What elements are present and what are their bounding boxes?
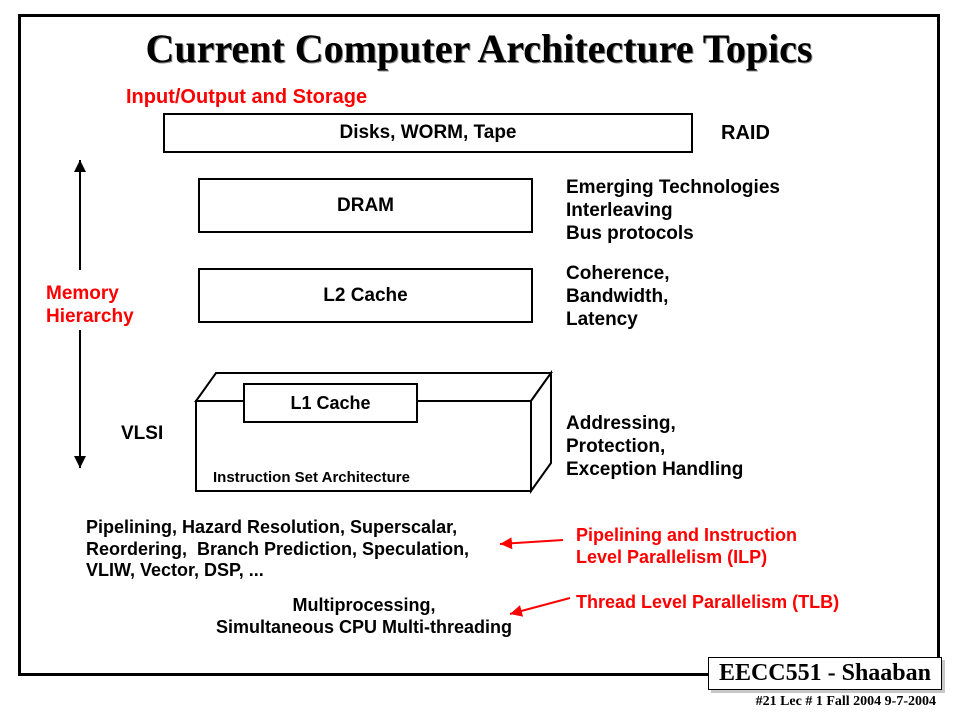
tlb-label: Thread Level Parallelism (TLB) — [576, 592, 839, 614]
dram-box: DRAM — [198, 178, 533, 233]
vlsi-label: VLSI — [121, 423, 163, 446]
slide-frame: Current Computer Architecture Topics Inp… — [18, 14, 940, 676]
addressing-label: Addressing, Protection, Exception Handli… — [566, 413, 743, 481]
isa-3d-box: L1 Cache Instruction Set Architecture — [198, 373, 533, 493]
ilp-label: Pipelining and Instruction Level Paralle… — [576, 525, 797, 568]
slide-title: Current Computer Architecture Topics — [21, 25, 937, 72]
coherence-label: Coherence, Bandwidth, Latency — [566, 263, 669, 331]
dram-text: DRAM — [337, 195, 394, 217]
lecture-footer: #21 Lec # 1 Fall 2004 9-7-2004 — [756, 694, 936, 710]
io-storage-label: Input/Output and Storage — [126, 85, 367, 109]
course-footer-text: EECC551 - Shaaban — [719, 660, 931, 686]
raid-label: RAID — [721, 121, 770, 145]
mem-hierarchy-label: Memory Hierarchy — [46, 283, 134, 329]
disks-text: Disks, WORM, Tape — [339, 122, 516, 144]
pipelining-list: Pipelining, Hazard Resolution, Superscal… — [86, 517, 469, 582]
multiprocessing-label: Multiprocessing, Simultaneous CPU Multi-… — [216, 595, 512, 638]
l2-box: L2 Cache — [198, 268, 533, 323]
l1-box: L1 Cache — [243, 383, 418, 423]
disks-box: Disks, WORM, Tape — [163, 113, 693, 153]
l1-text: L1 Cache — [290, 393, 370, 414]
isa-label: Instruction Set Architecture — [213, 469, 410, 487]
emerging-label: Emerging Technologies Interleaving Bus p… — [566, 177, 780, 245]
l2-text: L2 Cache — [323, 285, 407, 307]
course-footer: EECC551 - Shaaban — [708, 657, 942, 690]
